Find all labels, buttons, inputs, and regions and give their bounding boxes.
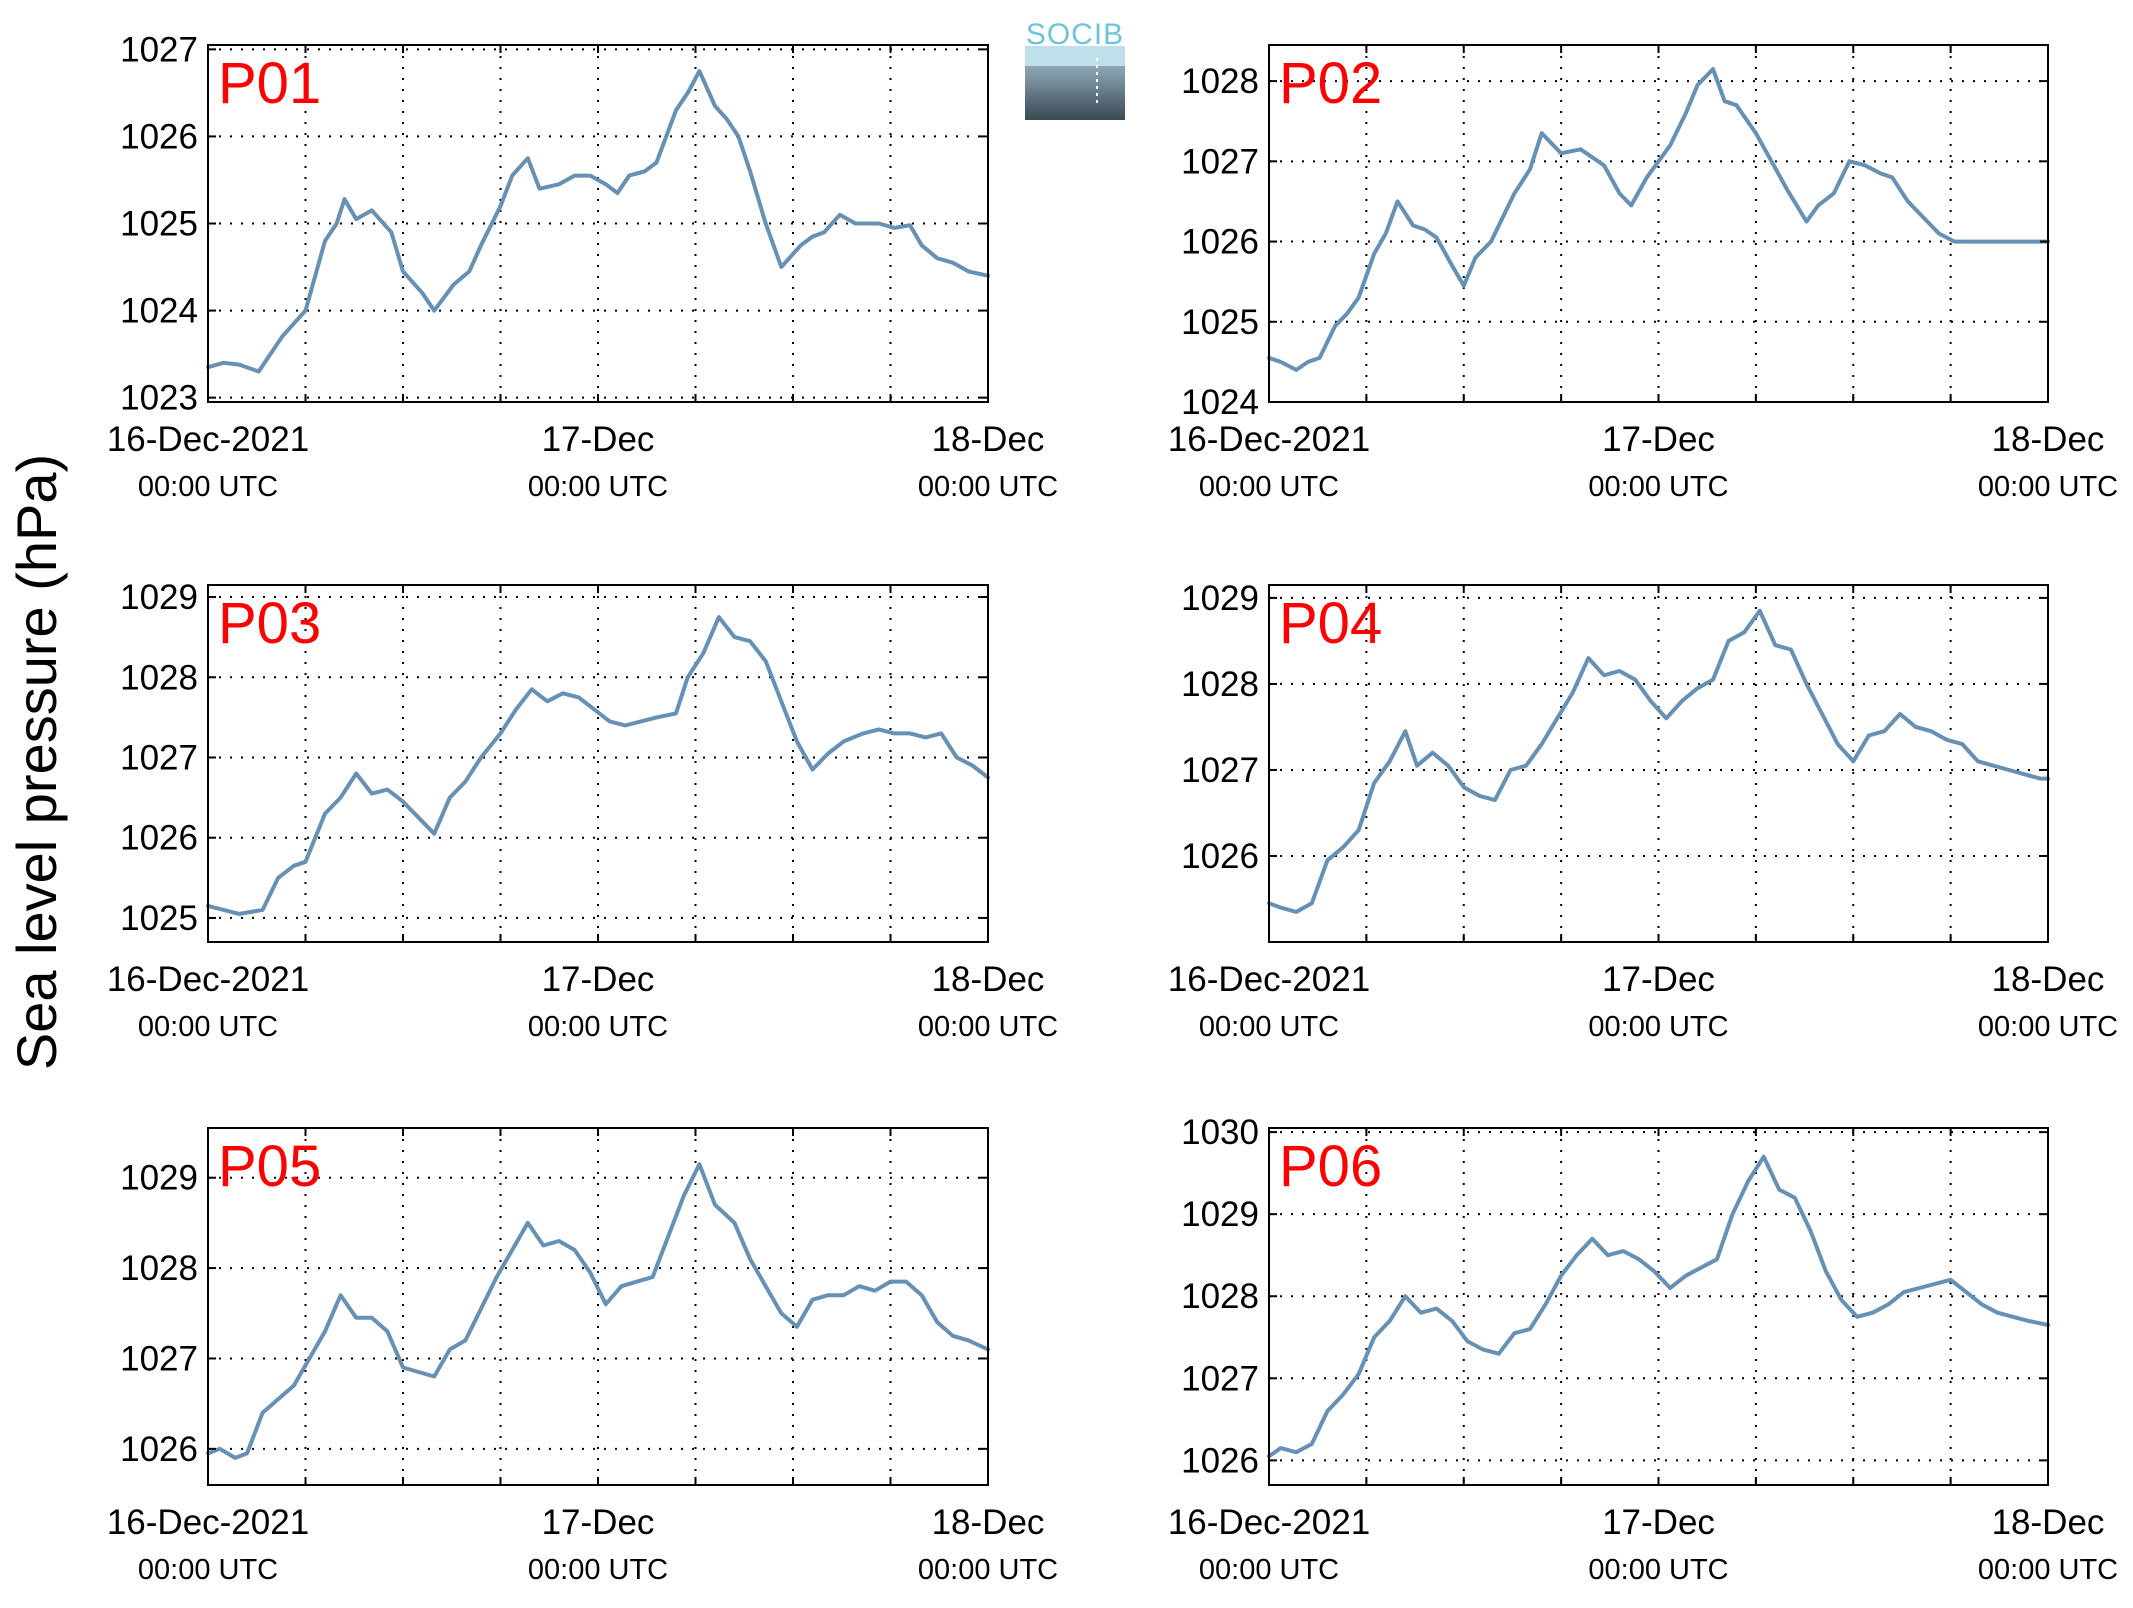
socib-logo: SOCIB <box>1025 18 1125 120</box>
x-tick-sublabel: 00:00 UTC <box>1978 471 2118 503</box>
x-tick-label: 17-Dec <box>542 420 655 459</box>
panel-label: P02 <box>1279 51 1382 116</box>
panel-label: P03 <box>218 591 321 656</box>
series-line-p03 <box>206 615 990 916</box>
chart-panels: 1023 1024 1025 1026 1027 16-Dec-2021 00:00 UTC… <box>107 30 2118 1586</box>
panel-p06: 1026 1027 1028 1029 1030 16-Dec-2021 00:00 UTC… <box>1168 1113 2118 1586</box>
x-tick-sublabel: 00:00 UTC <box>1199 1554 1339 1586</box>
x-tick-label: 16-Dec-2021 <box>1168 420 1370 459</box>
y-tick-label: 1027 <box>120 1339 198 1378</box>
panel-label: P06 <box>1279 1134 1382 1199</box>
panel-label: P04 <box>1279 591 1382 656</box>
x-tick-label: 18-Dec <box>932 420 1045 459</box>
x-tick-sublabel: 00:00 UTC <box>918 471 1058 503</box>
series-line-p04 <box>1267 608 2050 914</box>
x-tick-sublabel: 00:00 UTC <box>1978 1011 2118 1043</box>
x-tick-label: 17-Dec <box>1602 960 1715 999</box>
series-line-p05 <box>206 1162 990 1460</box>
x-tick-label: 18-Dec <box>1992 420 2105 459</box>
y-tick-label: 1026 <box>1181 223 1259 262</box>
panel-p02: 1024 1025 1026 1027 1028 16-Dec-2021 00:00 UTC… <box>1168 44 2118 503</box>
panel-p05: 1026 1027 1028 1029 16-Dec-2021 00:00 UTC 17-D… <box>107 1127 1058 1586</box>
x-tick-sublabel: 00:00 UTC <box>1978 1554 2118 1586</box>
y-axis-label: Sea level pressure (hPa) <box>5 454 68 1070</box>
y-tick-label: 1030 <box>1181 1113 1259 1152</box>
y-tick-label: 1024 <box>1181 383 1259 422</box>
y-tick-label: 1026 <box>120 1430 198 1469</box>
x-tick-sublabel: 00:00 UTC <box>528 471 668 503</box>
x-tick-sublabel: 00:00 UTC <box>138 1554 278 1586</box>
logo-text: SOCIB <box>1026 18 1124 51</box>
x-tick-sublabel: 00:00 UTC <box>528 1554 668 1586</box>
y-tick-label: 1026 <box>120 117 198 156</box>
series-line-p02 <box>1267 67 2050 372</box>
panel-label: P01 <box>218 51 321 116</box>
x-tick-sublabel: 00:00 UTC <box>1588 1011 1728 1043</box>
x-tick-label: 16-Dec-2021 <box>107 420 309 459</box>
axes-frame <box>207 584 989 943</box>
x-tick-label: 18-Dec <box>932 960 1045 999</box>
x-tick-label: 16-Dec-2021 <box>107 960 309 999</box>
y-tick-label: 1028 <box>120 1249 198 1288</box>
y-tick-label: 1027 <box>1181 751 1259 790</box>
x-tick-sublabel: 00:00 UTC <box>1199 1011 1339 1043</box>
x-tick-sublabel: 00:00 UTC <box>918 1011 1058 1043</box>
series-line-p06 <box>1267 1154 2050 1459</box>
panel-p03: 1025 1026 1027 1028 1029 16-Dec-2021 00:00 UTC… <box>107 578 1058 1043</box>
x-tick-label: 16-Dec-2021 <box>1168 1503 1370 1542</box>
x-tick-sublabel: 00:00 UTC <box>528 1011 668 1043</box>
y-tick-label: 1025 <box>120 899 198 938</box>
x-tick-label: 18-Dec <box>1992 960 2105 999</box>
y-tick-label: 1025 <box>1181 303 1259 342</box>
y-tick-label: 1028 <box>1181 62 1259 101</box>
x-tick-label: 16-Dec-2021 <box>107 1503 309 1542</box>
y-tick-label: 1026 <box>1181 837 1259 876</box>
y-tick-label: 1026 <box>120 819 198 858</box>
panel-label: P05 <box>218 1134 321 1199</box>
y-tick-label: 1029 <box>120 1159 198 1198</box>
y-tick-label: 1025 <box>120 205 198 244</box>
x-tick-sublabel: 00:00 UTC <box>138 471 278 503</box>
y-tick-label: 1028 <box>1181 1277 1259 1316</box>
y-tick-label: 1029 <box>1181 579 1259 618</box>
x-tick-label: 17-Dec <box>542 960 655 999</box>
y-tick-label: 1028 <box>1181 665 1259 704</box>
y-tick-label: 1027 <box>120 738 198 777</box>
logo-top-band <box>1025 46 1125 66</box>
axes-frame <box>207 1127 989 1486</box>
x-tick-label: 17-Dec <box>1602 420 1715 459</box>
x-tick-label: 17-Dec <box>1602 1503 1715 1542</box>
y-tick-label: 1028 <box>120 658 198 697</box>
y-tick-label: 1023 <box>120 379 198 418</box>
y-tick-label: 1027 <box>1181 142 1259 181</box>
y-tick-label: 1029 <box>120 578 198 617</box>
series-line-p01 <box>206 69 990 374</box>
x-tick-sublabel: 00:00 UTC <box>1199 471 1339 503</box>
axes-frame <box>1268 1127 2049 1486</box>
x-tick-label: 17-Dec <box>542 1503 655 1542</box>
y-tick-label: 1027 <box>1181 1359 1259 1398</box>
y-tick-label: 1026 <box>1181 1441 1259 1480</box>
x-tick-sublabel: 00:00 UTC <box>1588 1554 1728 1586</box>
x-tick-sublabel: 00:00 UTC <box>1588 471 1728 503</box>
x-tick-sublabel: 00:00 UTC <box>138 1011 278 1043</box>
y-tick-label: 1024 <box>120 292 198 331</box>
y-tick-label: 1029 <box>1181 1195 1259 1234</box>
panel-p01: 1023 1024 1025 1026 1027 16-Dec-2021 00:00 UTC… <box>107 30 1058 503</box>
x-tick-sublabel: 00:00 UTC <box>918 1554 1058 1586</box>
x-tick-label: 18-Dec <box>1992 1503 2105 1542</box>
logo-body <box>1025 66 1125 120</box>
y-tick-label: 1027 <box>120 30 198 69</box>
panel-p04: 1026 1027 1028 1029 16-Dec-2021 00:00 UTC 17-D… <box>1168 579 2118 1043</box>
x-tick-label: 16-Dec-2021 <box>1168 960 1370 999</box>
x-tick-label: 18-Dec <box>932 1503 1045 1542</box>
